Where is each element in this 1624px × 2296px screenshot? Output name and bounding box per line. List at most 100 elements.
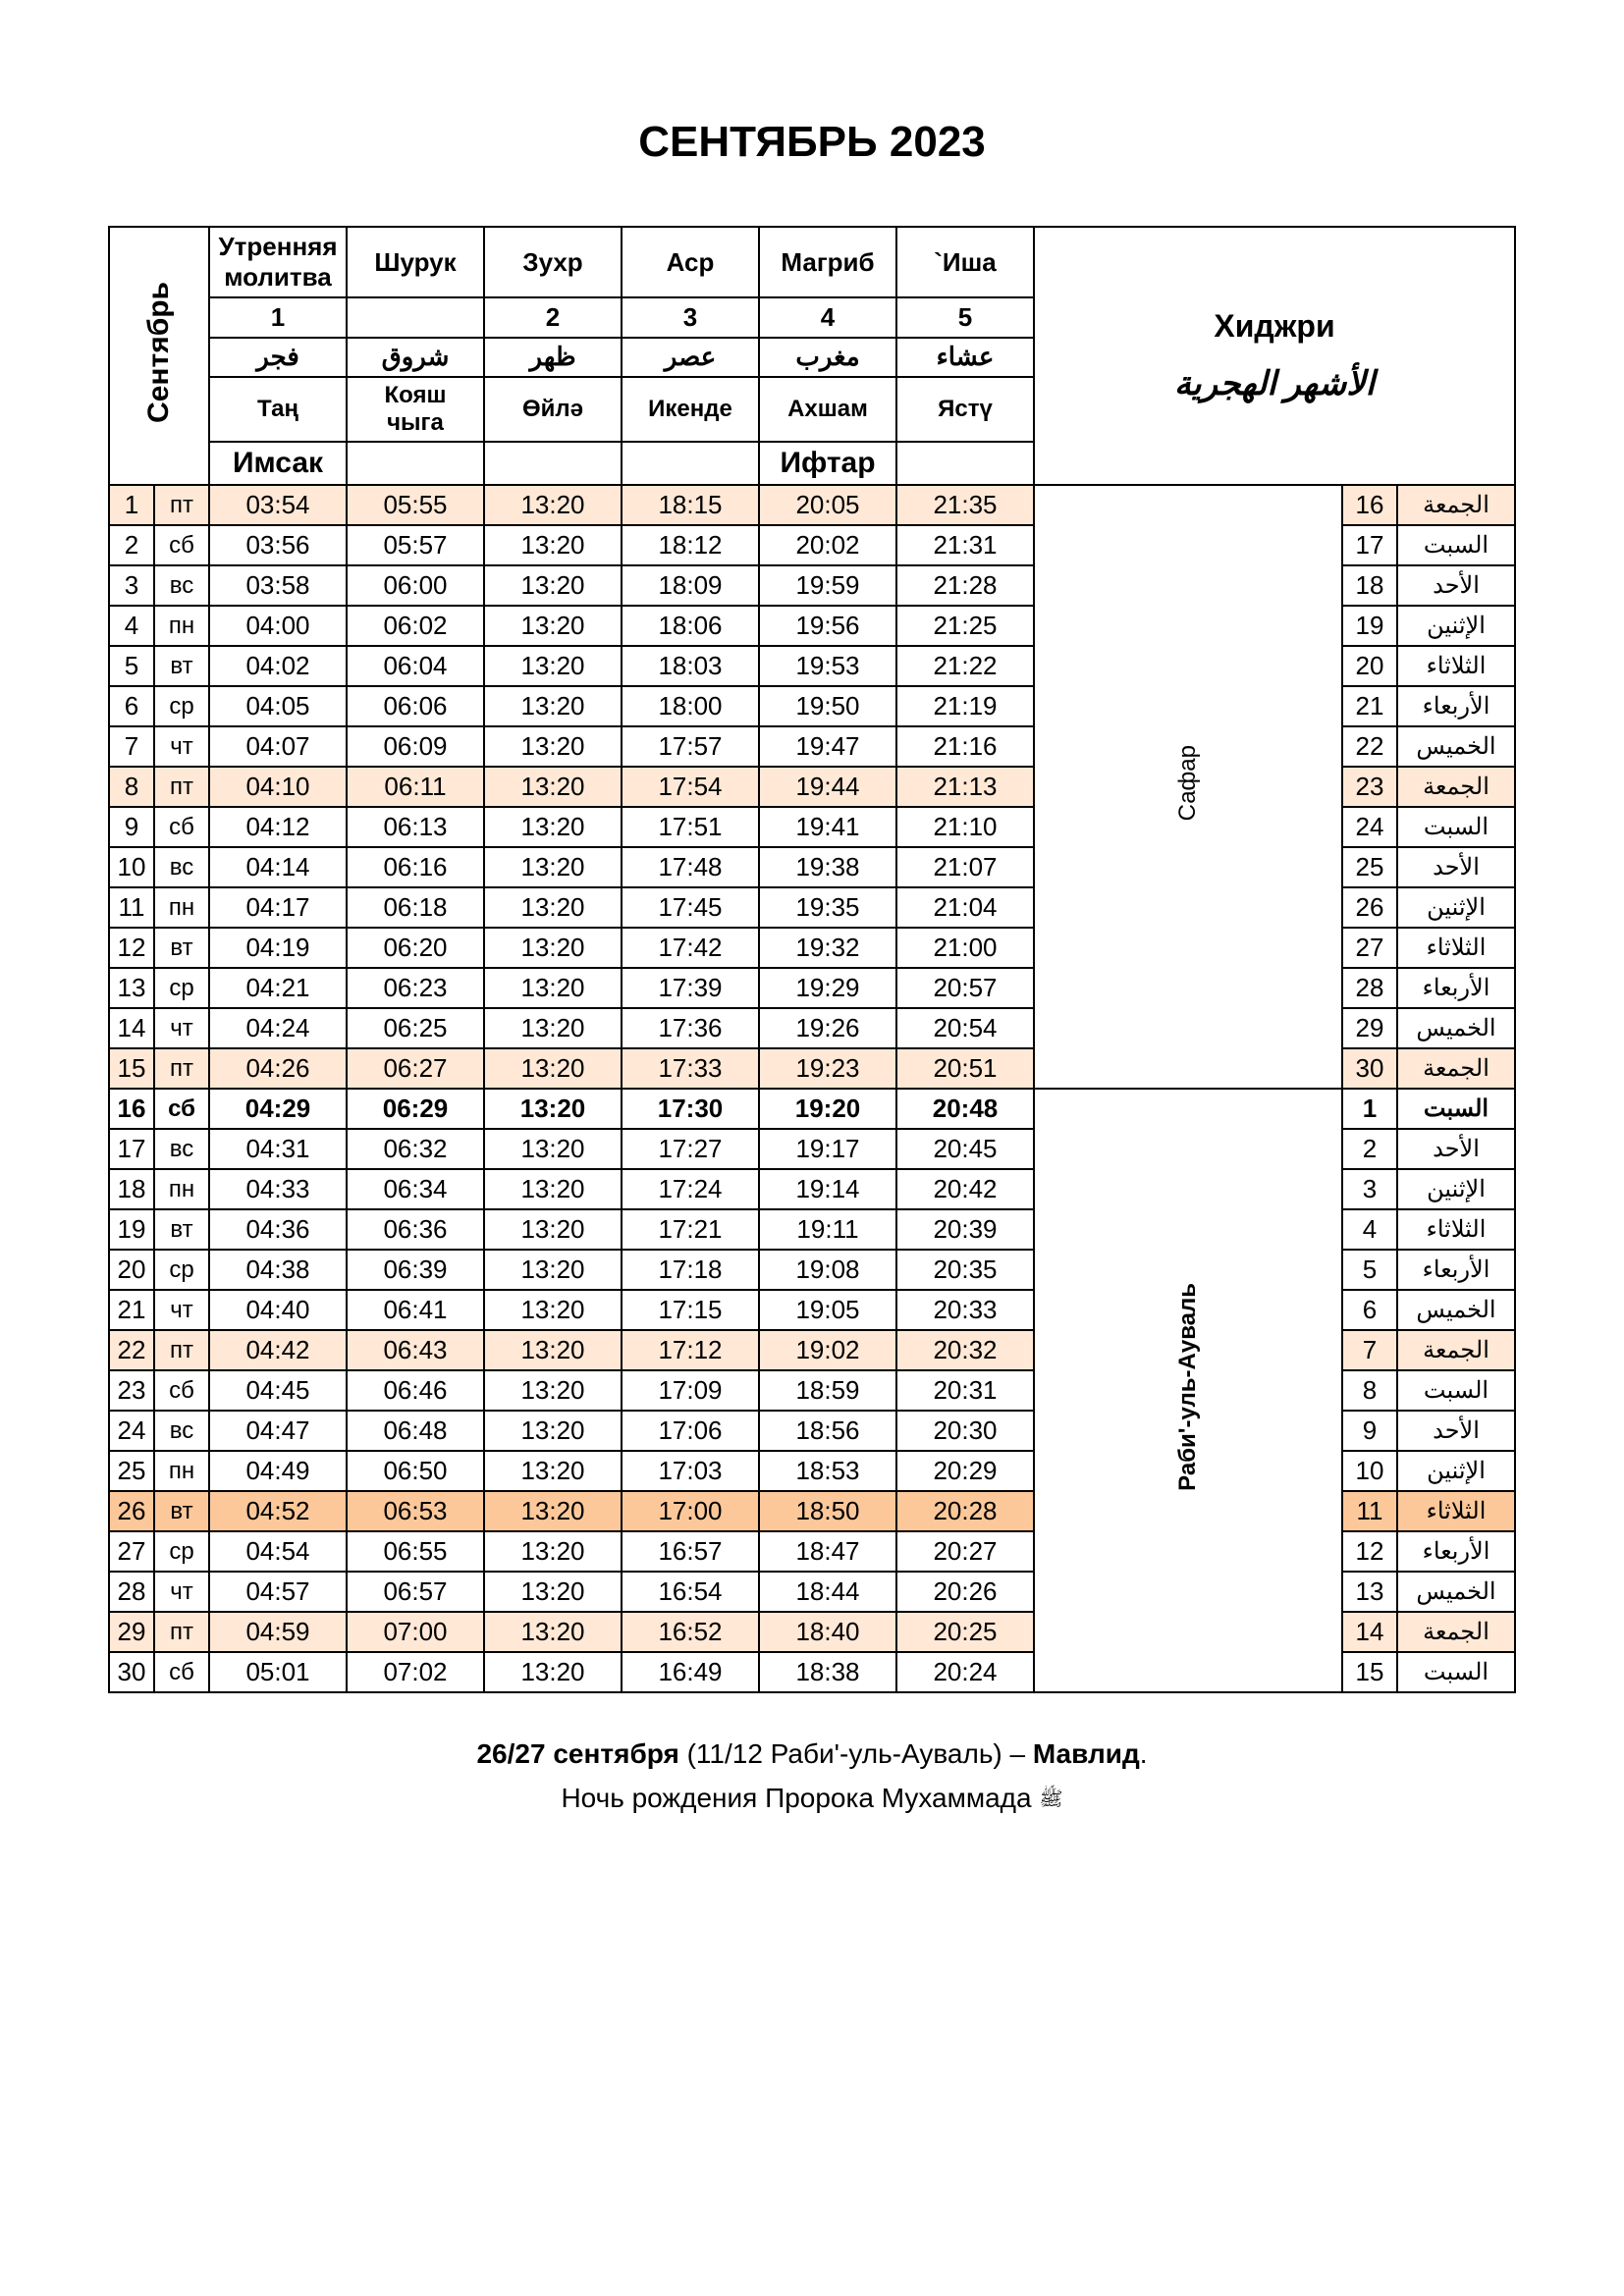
prayer-time: 04:05 bbox=[209, 686, 347, 726]
prayer-time: 06:18 bbox=[347, 887, 484, 928]
day-number: 18 bbox=[109, 1169, 154, 1209]
prayer-time: 04:45 bbox=[209, 1370, 347, 1411]
prayer-time: 06:04 bbox=[347, 646, 484, 686]
hdr-maghrib-tt: Ахшам bbox=[759, 377, 896, 442]
weekday: ср bbox=[154, 1250, 209, 1290]
prayer-time: 06:23 bbox=[347, 968, 484, 1008]
prayer-time: 21:28 bbox=[896, 565, 1034, 606]
prayer-time: 17:54 bbox=[622, 767, 759, 807]
prayer-time: 17:51 bbox=[622, 807, 759, 847]
prayer-time: 19:47 bbox=[759, 726, 896, 767]
prayer-times-table: Сентябрь Утренняя молитва Шурук Зухр Аср… bbox=[108, 226, 1516, 1693]
prayer-time: 13:20 bbox=[484, 1531, 622, 1572]
weekday: вс bbox=[154, 565, 209, 606]
prayer-time: 20:57 bbox=[896, 968, 1034, 1008]
hijri-weekday: الأربعاء bbox=[1397, 686, 1515, 726]
prayer-time: 13:20 bbox=[484, 1491, 622, 1531]
day-number: 19 bbox=[109, 1209, 154, 1250]
day-number: 24 bbox=[109, 1411, 154, 1451]
prayer-time: 21:31 bbox=[896, 525, 1034, 565]
prayer-time: 13:20 bbox=[484, 565, 622, 606]
prayer-time: 17:15 bbox=[622, 1290, 759, 1330]
day-number: 16 bbox=[109, 1089, 154, 1129]
day-number: 13 bbox=[109, 968, 154, 1008]
weekday: сб bbox=[154, 1370, 209, 1411]
hdr-maghrib-ar: مغرب bbox=[759, 338, 896, 377]
prayer-time: 13:20 bbox=[484, 1572, 622, 1612]
hijri-weekday: الأحد bbox=[1397, 1411, 1515, 1451]
prayer-time: 18:50 bbox=[759, 1491, 896, 1531]
prayer-time: 04:21 bbox=[209, 968, 347, 1008]
month-label-cell: Сентябрь bbox=[109, 227, 209, 485]
prayer-time: 13:20 bbox=[484, 887, 622, 928]
hdr-num-4: 3 bbox=[622, 297, 759, 338]
hijri-day: 3 bbox=[1342, 1169, 1397, 1209]
prayer-time: 06:34 bbox=[347, 1169, 484, 1209]
prayer-time: 17:33 bbox=[622, 1048, 759, 1089]
weekday: пт bbox=[154, 1330, 209, 1370]
prayer-time: 05:01 bbox=[209, 1652, 347, 1692]
prayer-time: 13:20 bbox=[484, 1089, 622, 1129]
prayer-time: 06:57 bbox=[347, 1572, 484, 1612]
prayer-time: 19:14 bbox=[759, 1169, 896, 1209]
prayer-time: 21:07 bbox=[896, 847, 1034, 887]
prayer-time: 04:26 bbox=[209, 1048, 347, 1089]
prayer-time: 21:19 bbox=[896, 686, 1034, 726]
weekday: сб bbox=[154, 1089, 209, 1129]
hijri-label: Хиджри bbox=[1055, 308, 1494, 345]
prayer-time: 13:20 bbox=[484, 1048, 622, 1089]
hdr-num-1: 1 bbox=[209, 297, 347, 338]
prayer-time: 13:20 bbox=[484, 686, 622, 726]
day-number: 25 bbox=[109, 1451, 154, 1491]
hijri-weekday: السبت bbox=[1397, 1652, 1515, 1692]
hdr-fajr-tt: Таң bbox=[209, 377, 347, 442]
prayer-time: 20:24 bbox=[896, 1652, 1034, 1692]
hijri-day: 9 bbox=[1342, 1411, 1397, 1451]
hijri-day: 18 bbox=[1342, 565, 1397, 606]
hijri-weekday: الثلاثاء bbox=[1397, 928, 1515, 968]
hijri-weekday: الجمعة bbox=[1397, 485, 1515, 525]
hijri-weekday: الخميس bbox=[1397, 1572, 1515, 1612]
day-number: 1 bbox=[109, 485, 154, 525]
hdr-blank-1 bbox=[347, 442, 484, 485]
prayer-time: 20:05 bbox=[759, 485, 896, 525]
hijri-day: 25 bbox=[1342, 847, 1397, 887]
prayer-time: 18:06 bbox=[622, 606, 759, 646]
footer-line-2: Ночь рождения Пророка Мухаммада ﷺ bbox=[108, 1777, 1516, 1821]
footer-line-1: 26/27 сентября (11/12 Раби'-уль-Ауваль) … bbox=[108, 1733, 1516, 1777]
hijri-weekday: الثلاثاء bbox=[1397, 1209, 1515, 1250]
prayer-time: 13:20 bbox=[484, 726, 622, 767]
prayer-time: 06:43 bbox=[347, 1330, 484, 1370]
weekday: чт bbox=[154, 1290, 209, 1330]
prayer-time: 20:27 bbox=[896, 1531, 1034, 1572]
prayer-time: 17:57 bbox=[622, 726, 759, 767]
hdr-asr-tt: Икенде bbox=[622, 377, 759, 442]
prayer-time: 04:31 bbox=[209, 1129, 347, 1169]
hijri-day: 11 bbox=[1342, 1491, 1397, 1531]
prayer-time: 04:42 bbox=[209, 1330, 347, 1370]
day-number: 23 bbox=[109, 1370, 154, 1411]
prayer-time: 05:55 bbox=[347, 485, 484, 525]
prayer-time: 06:53 bbox=[347, 1491, 484, 1531]
hijri-month-cell: Сафар bbox=[1034, 485, 1342, 1089]
prayer-time: 21:25 bbox=[896, 606, 1034, 646]
footer-line-2-text: Ночь рождения Пророка Мухаммада bbox=[561, 1783, 1039, 1813]
hijri-day: 7 bbox=[1342, 1330, 1397, 1370]
weekday: пт bbox=[154, 1612, 209, 1652]
prayer-time: 20:31 bbox=[896, 1370, 1034, 1411]
footer-date-bold: 26/27 сентября bbox=[476, 1738, 678, 1769]
hijri-weekday: الإثنين bbox=[1397, 606, 1515, 646]
prayer-time: 18:59 bbox=[759, 1370, 896, 1411]
weekday: вт bbox=[154, 1209, 209, 1250]
prayer-time: 04:49 bbox=[209, 1451, 347, 1491]
prayer-time: 06:27 bbox=[347, 1048, 484, 1089]
weekday: вс bbox=[154, 1411, 209, 1451]
day-number: 3 bbox=[109, 565, 154, 606]
hijri-weekday: الجمعة bbox=[1397, 1048, 1515, 1089]
day-number: 29 bbox=[109, 1612, 154, 1652]
prayer-time: 04:24 bbox=[209, 1008, 347, 1048]
hdr-isha-tt: Ястү bbox=[896, 377, 1034, 442]
hijri-day: 27 bbox=[1342, 928, 1397, 968]
day-number: 26 bbox=[109, 1491, 154, 1531]
prayer-time: 17:12 bbox=[622, 1330, 759, 1370]
